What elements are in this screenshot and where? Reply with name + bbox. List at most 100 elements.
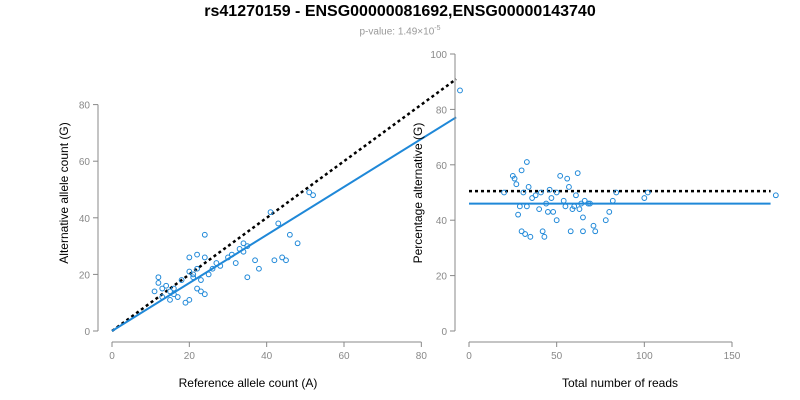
left-data-point [198, 288, 204, 295]
left-x-tick-label: 40 [261, 351, 273, 362]
left-y-tick-label: 20 [79, 270, 91, 281]
left-data-point [201, 231, 208, 238]
right-data-point [585, 200, 592, 207]
right-data-point [580, 214, 586, 221]
right-x-axis-label: Total number of reads [562, 376, 678, 390]
right-x-tick-label: 0 [466, 351, 472, 362]
right-y-tick-label: 40 [436, 216, 448, 227]
left-data-point [244, 274, 251, 281]
left-data-point [201, 291, 208, 298]
left-data-point [283, 257, 289, 264]
left-data-point [240, 240, 247, 247]
right-data-point [529, 195, 536, 201]
right-data-point [560, 197, 567, 204]
left-data-point [190, 274, 197, 281]
right-data-point [548, 195, 555, 201]
right-x-tick-label: 150 [724, 351, 741, 362]
right-data-point [592, 228, 599, 235]
left-data-point [186, 268, 193, 275]
right-y-tick-label: 60 [436, 161, 448, 172]
right-data-point [543, 200, 550, 207]
left-data-point [186, 296, 193, 303]
right-data-point [557, 172, 564, 179]
right-data-point [574, 170, 581, 177]
left-data-point [194, 265, 200, 272]
left-y-tick-label: 40 [79, 214, 91, 225]
p-value-text: p-value: 1.49×10 [359, 26, 435, 38]
left-y-tick-label: 0 [84, 327, 90, 338]
left-data-point [256, 265, 262, 272]
right-data-point [536, 206, 543, 213]
right-data-point [523, 203, 530, 210]
left-data-point [155, 274, 162, 281]
left-data-point [167, 296, 173, 303]
right-data-point [522, 231, 529, 237]
right-data-point [527, 233, 534, 240]
right-data-point [573, 192, 579, 199]
right-data-point [520, 189, 527, 196]
right-data-point [606, 208, 613, 215]
left-data-point [194, 251, 200, 258]
left-data-point [271, 257, 278, 264]
left-y-tick-label: 60 [79, 157, 91, 168]
left-data-point [275, 220, 282, 227]
right-data-point [609, 197, 616, 204]
right-data-point [532, 192, 539, 199]
right-data-point [546, 186, 553, 193]
right-data-point [516, 203, 523, 210]
right-data-point [602, 217, 609, 224]
left-data-point [186, 254, 193, 261]
p-value-subtitle: p-value: 1.49×10-5 [0, 25, 800, 37]
left-y-tick-label: 80 [79, 101, 91, 112]
left-data-point [170, 291, 177, 298]
left-data-point [159, 294, 166, 300]
left-data-point [174, 294, 181, 300]
left-x-axis-label: Reference allele count (A) [179, 376, 318, 390]
left-data-point [267, 209, 274, 216]
left-data-point [170, 285, 177, 292]
left-data-point [306, 189, 313, 196]
right-data-point [513, 181, 520, 188]
left-data-point [236, 246, 243, 252]
right-data-point [562, 203, 569, 210]
left-data-point [457, 87, 463, 94]
right-scatter-plot: Total number of reads Percentage alterna… [411, 50, 779, 390]
right-y-tick-label: 0 [441, 327, 447, 338]
right-data-point [576, 206, 583, 213]
right-data-point [564, 175, 571, 182]
right-data-point [644, 189, 651, 196]
right-data-point [523, 159, 530, 165]
right-data-point [571, 203, 578, 210]
right-data-point [613, 189, 620, 196]
left-reference-line [111, 78, 457, 333]
left-data-point [225, 254, 231, 261]
left-data-point [213, 260, 220, 266]
left-data-point [279, 254, 286, 261]
left-data-point [228, 251, 235, 258]
left-data-point [167, 288, 173, 295]
left-data-point [182, 299, 189, 306]
right-data-point [518, 167, 525, 174]
left-data-point [178, 277, 185, 283]
left-x-tick-label: 60 [338, 351, 350, 362]
right-data-point [553, 189, 560, 196]
left-data-point [201, 254, 208, 261]
right-data-point [590, 222, 597, 229]
right-y-axis-label: Percentage alternative (G) [411, 123, 425, 264]
left-x-tick-label: 0 [109, 351, 115, 362]
right-y-tick-label: 20 [436, 272, 448, 283]
right-data-point [587, 200, 593, 207]
left-data-point [232, 260, 239, 266]
right-data-point [511, 175, 518, 182]
right-data-point [518, 228, 525, 235]
right-data-point [641, 195, 648, 201]
right-data-point [525, 184, 532, 190]
right-data-point [515, 211, 521, 218]
right-x-tick-label: 100 [636, 351, 653, 362]
left-data-point [240, 248, 247, 255]
right-data-point [545, 208, 551, 215]
left-y-axis-label: Alternative allele count (G) [57, 122, 71, 263]
right-data-point [550, 208, 557, 215]
right-data-point [580, 228, 586, 235]
right-data-point [553, 217, 560, 224]
